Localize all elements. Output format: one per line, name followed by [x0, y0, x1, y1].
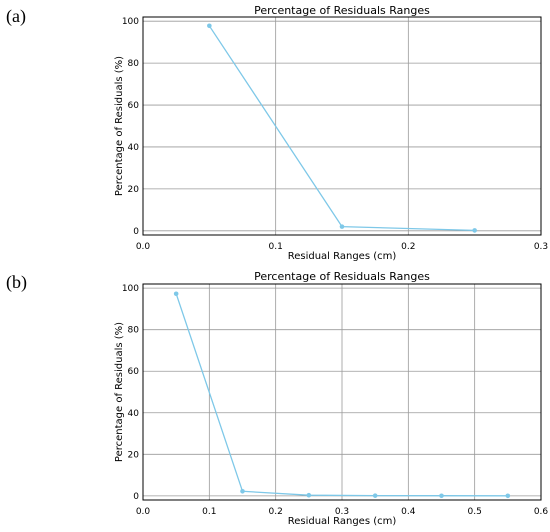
- series-line: [208, 25, 475, 232]
- data-point: [207, 23, 212, 29]
- data-point: [372, 493, 378, 498]
- data-point: [505, 493, 511, 499]
- x-tick-label: 0.4: [401, 507, 416, 517]
- plot-frame: [142, 283, 542, 501]
- y-tick-label: 20: [128, 185, 140, 195]
- y-tick-label: 60: [128, 367, 140, 377]
- data-point: [339, 224, 345, 229]
- series-line: [175, 293, 508, 497]
- y-axis-label: Percentage of Residuals (%): [114, 56, 125, 196]
- y-tick-label: 20: [128, 450, 140, 460]
- x-tick-label: 0.2: [269, 507, 283, 517]
- data-point: [306, 492, 312, 498]
- data-point: [173, 291, 179, 297]
- y-tick-label: 100: [122, 284, 139, 294]
- y-tick-label: 80: [128, 59, 140, 69]
- y-tick-label: 40: [128, 143, 140, 153]
- x-tick-label: 0.2: [401, 242, 415, 252]
- y-tick-label: 0: [133, 492, 139, 502]
- data-point: [472, 228, 477, 233]
- x-axis-label: Residual Ranges (cm): [288, 516, 397, 527]
- data-point: [240, 488, 245, 494]
- x-tick-label: 0.6: [534, 507, 549, 517]
- chart-panel-b: (b) Percentage of Residuals Ranges 0 20 40 60…: [6, 270, 548, 527]
- y-axis-label: Percentage of Residuals (%): [114, 322, 125, 462]
- y-tick-label: 60: [128, 101, 140, 111]
- y-tick-label: 0: [133, 227, 139, 237]
- plot-frame: [142, 16, 542, 236]
- panel-label: (a): [6, 6, 26, 27]
- x-tick-label: 0.5: [468, 507, 482, 517]
- x-tick-label: 0.3: [335, 507, 349, 517]
- panel-label: (b): [6, 272, 27, 293]
- chart-title: Percentage of Residuals Ranges: [254, 270, 430, 283]
- x-tick-label: 0.1: [269, 242, 283, 252]
- y-tick-label: 100: [122, 17, 139, 27]
- x-tick-label: 0.1: [202, 507, 216, 517]
- x-axis-label: Residual Ranges (cm): [288, 251, 397, 262]
- chart-title: Percentage of Residuals Ranges: [254, 4, 430, 17]
- chart-panel-a: (a) Percentage of Residuals Ranges 0 20 40 60…: [6, 4, 548, 262]
- x-tick-label: 0.3: [534, 242, 548, 252]
- x-tick-label: 0.0: [136, 242, 151, 252]
- data-point: [439, 493, 444, 499]
- x-tick-label: 0.0: [136, 507, 151, 517]
- y-tick-label: 40: [128, 409, 140, 419]
- y-tick-label: 80: [128, 326, 140, 336]
